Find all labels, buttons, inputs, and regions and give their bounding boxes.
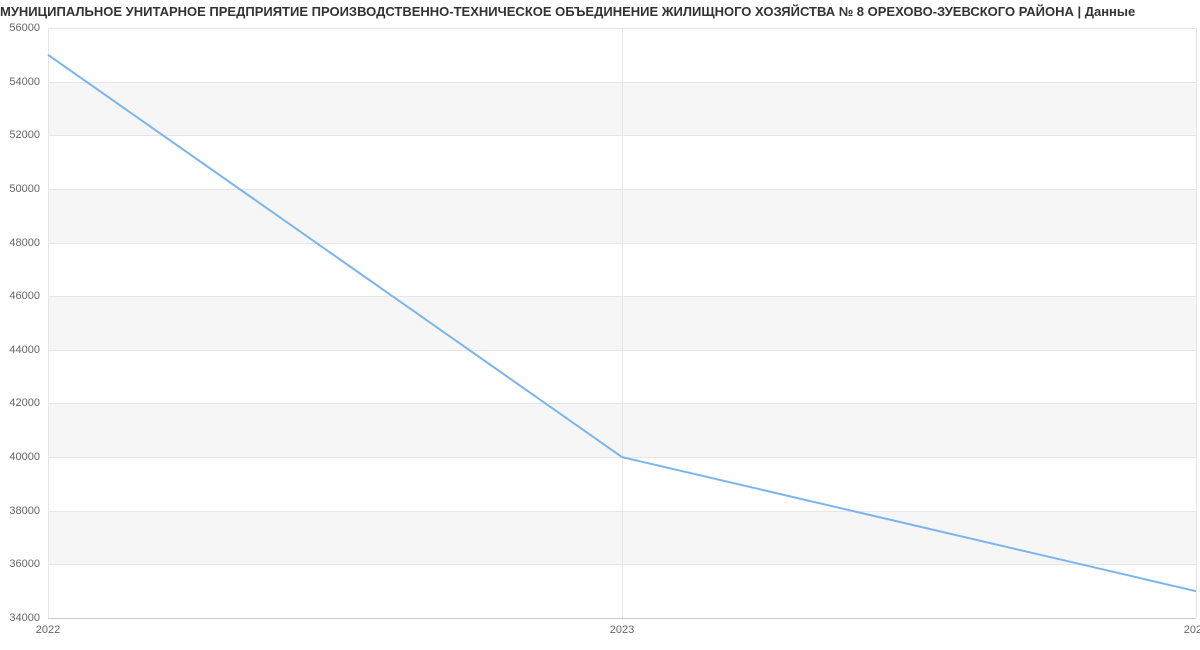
y-axis-label: 44000 [0, 344, 40, 356]
x-axis-label: 2022 [36, 624, 60, 636]
y-axis-label: 36000 [0, 558, 40, 570]
plot-area: 3400036000380004000042000440004600048000… [48, 28, 1196, 618]
y-axis-label: 48000 [0, 237, 40, 249]
y-axis-label: 50000 [0, 183, 40, 195]
line-layer [48, 28, 1196, 618]
chart-container: МУНИЦИПАЛЬНОЕ УНИТАРНОЕ ПРЕДПРИЯТИЕ ПРОИ… [0, 0, 1200, 650]
y-axis-label: 54000 [0, 76, 40, 88]
x-axis-label: 2024 [1184, 624, 1200, 636]
y-axis-label: 46000 [0, 290, 40, 302]
y-axis-label: 42000 [0, 397, 40, 409]
y-axis-label: 52000 [0, 129, 40, 141]
series-line [48, 55, 1196, 591]
x-axis-line [48, 618, 1196, 619]
y-axis-label: 56000 [0, 22, 40, 34]
gridline-vertical [1196, 28, 1197, 618]
y-axis-label: 38000 [0, 505, 40, 517]
chart-title: МУНИЦИПАЛЬНОЕ УНИТАРНОЕ ПРЕДПРИЯТИЕ ПРОИ… [0, 4, 1200, 19]
y-axis-label: 40000 [0, 451, 40, 463]
y-axis-label: 34000 [0, 612, 40, 624]
x-axis-label: 2023 [610, 624, 634, 636]
